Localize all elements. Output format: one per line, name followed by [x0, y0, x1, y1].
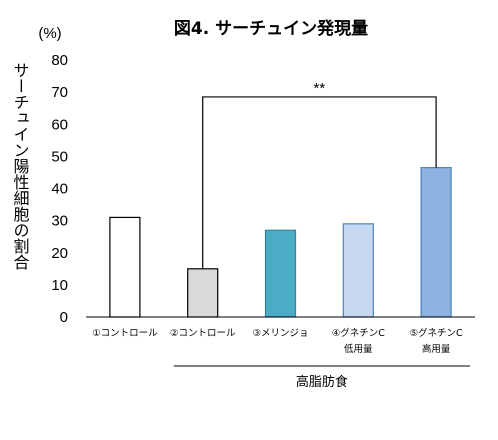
bar [187, 268, 219, 318]
x-tick-label: ⑤グネチンC [410, 327, 464, 339]
x-tick-label: ②コントロール [170, 328, 236, 339]
x-tick-label: ①コントロール [92, 328, 158, 339]
significance-line [202, 96, 437, 269]
x-axis-categories: ①コントロール ②コントロール ③メリンジョ ④グネチンC 低用量 ⑤グネチンC 高用量 [92, 327, 463, 355]
bar [342, 223, 374, 318]
y-tick-label: 20 [51, 245, 68, 262]
bar [420, 167, 452, 318]
y-tick-label: 50 [51, 148, 68, 165]
significance-label: ** [314, 80, 326, 97]
x-tick-sublabel: 低用量 [344, 343, 373, 355]
y-tick-label: 10 [51, 277, 68, 294]
y-tick-label: 60 [51, 116, 68, 133]
x-tick-label: ④グネチンC [332, 327, 386, 339]
chart-title: 図4. サーチュイン発現量 [174, 18, 368, 39]
bar [109, 216, 141, 318]
bars [109, 167, 452, 318]
x-tick-label: ③メリンジョ [252, 328, 308, 339]
y-tick-label: 30 [51, 213, 68, 230]
group-label: 高脂肪食 [296, 374, 348, 390]
significance-bracket: ** [202, 80, 437, 269]
y-tick-label: 40 [51, 181, 68, 198]
y-tick-label: 70 [51, 84, 68, 101]
y-axis-unit: (%) [38, 25, 61, 42]
y-axis-label: サーチュイン陽性細胞の割合 [11, 62, 30, 270]
y-axis-ticks: 0 10 20 30 40 50 60 70 80 [51, 52, 68, 326]
x-tick-sublabel: 高用量 [422, 343, 451, 355]
y-tick-label: 0 [60, 309, 68, 326]
bar [264, 229, 297, 318]
y-tick-label: 80 [51, 52, 68, 69]
